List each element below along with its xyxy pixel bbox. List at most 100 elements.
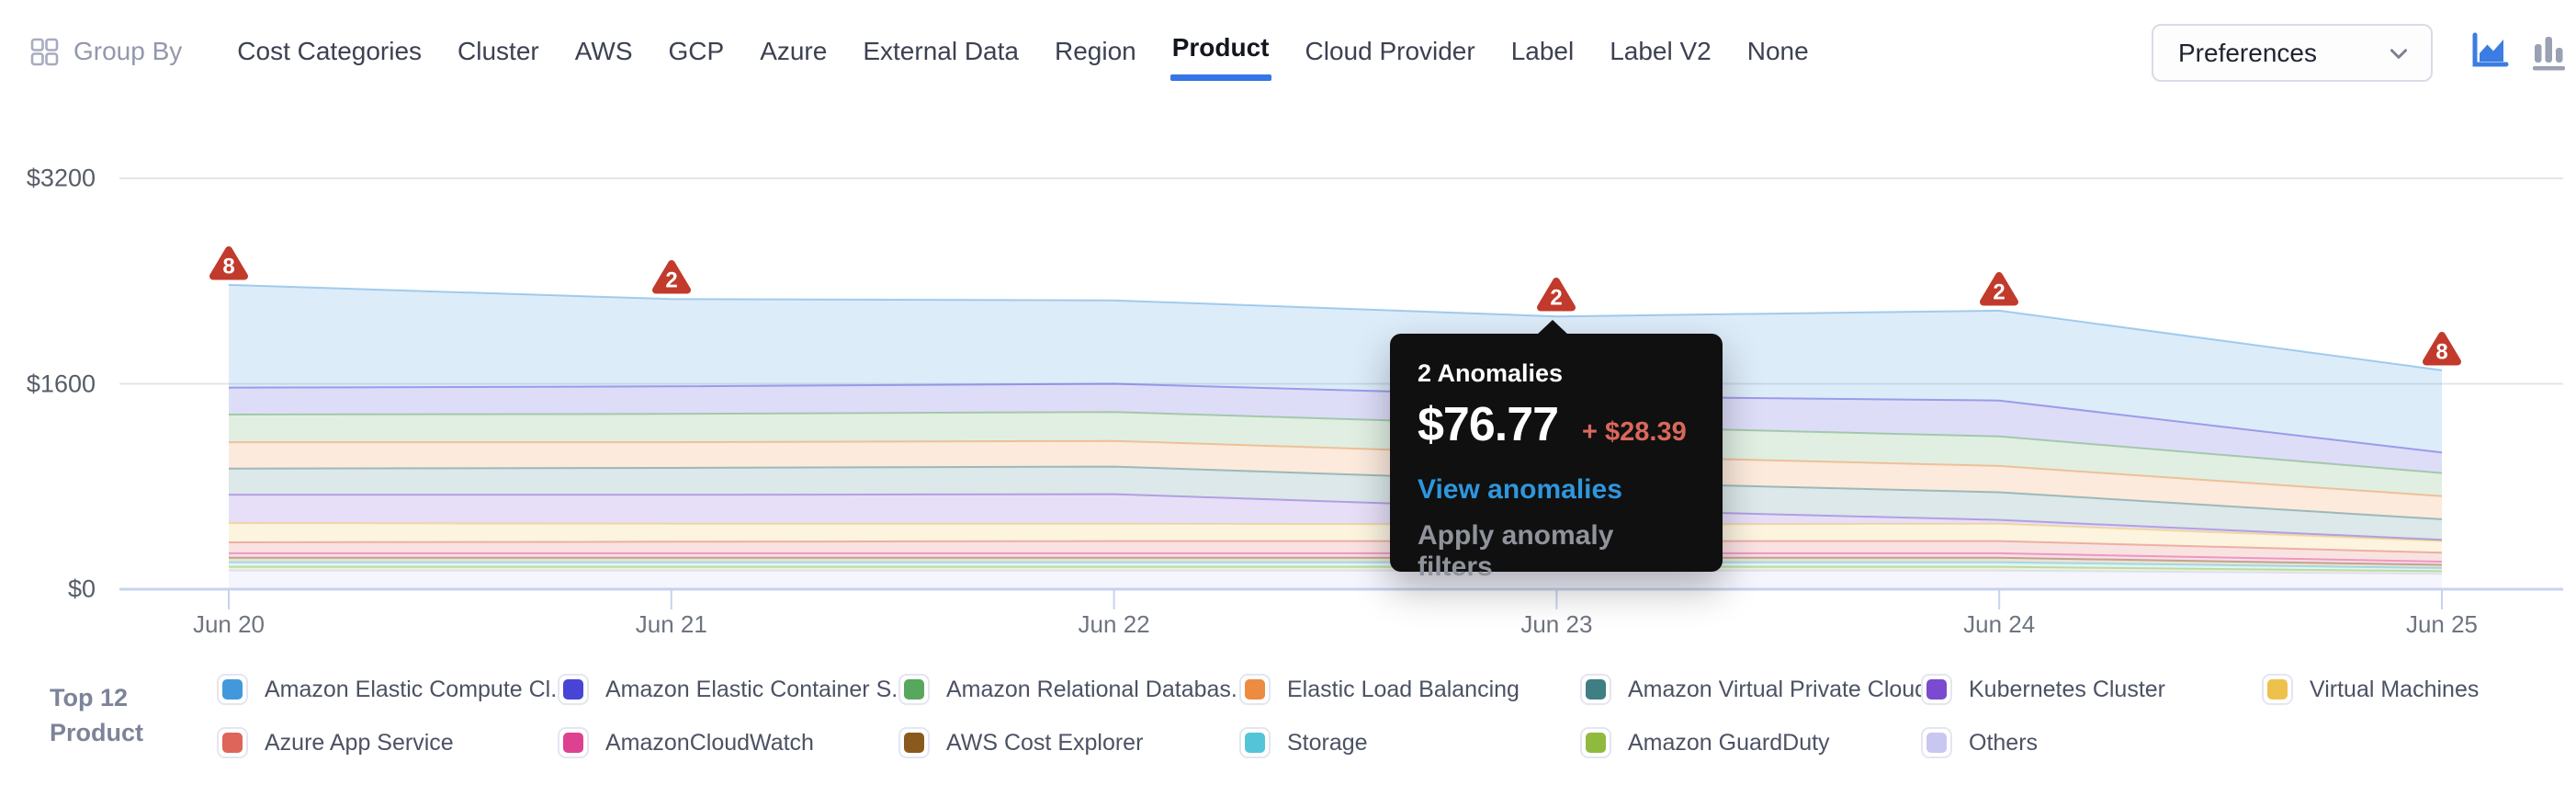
chart-type-toggles <box>2468 29 2569 72</box>
legend-item[interactable]: Amazon Relational Databas... <box>898 667 1250 711</box>
legend-swatch <box>1926 733 1947 753</box>
group-by-tab-azure[interactable]: Azure <box>760 37 828 65</box>
y-axis-label: $3200 <box>26 164 96 192</box>
legend-swatch-ring <box>1239 727 1271 758</box>
legend-title-line1: Top 12 <box>50 684 129 711</box>
x-axis-label: Jun 24 <box>1963 610 2036 638</box>
legend-item[interactable]: Azure App Service <box>217 721 558 765</box>
preferences-label: Preferences <box>2178 38 2317 67</box>
legend-item[interactable]: Storage <box>1239 721 1580 765</box>
warning-triangle-icon <box>1980 271 2019 306</box>
apply-anomaly-filters-button[interactable]: Apply anomaly filters <box>1418 520 1695 583</box>
legend-label: Virtual Machines <box>2310 676 2480 702</box>
anomaly-tooltip: 2 Anomalies $76.77 + $28.39 View anomali… <box>1390 320 1723 582</box>
legend-label: AWS Cost Explorer <box>946 729 1144 756</box>
group-by-tab-label-v2[interactable]: Label V2 <box>1610 37 1712 65</box>
anomaly-marker[interactable]: 8 <box>2422 330 2462 367</box>
anomaly-count: 2 <box>1994 279 2005 304</box>
legend-swatch <box>1245 733 1265 753</box>
legend-item[interactable]: Amazon Elastic Container S... <box>558 667 910 711</box>
legend-swatch-ring <box>898 727 930 758</box>
x-axis-label: Jun 25 <box>2405 610 2479 638</box>
chevron-down-icon <box>2390 48 2407 59</box>
area-chart-icon[interactable] <box>2468 29 2510 72</box>
grid-icon <box>30 38 59 65</box>
legend-swatch <box>1926 679 1947 700</box>
group-by: Group By <box>30 37 182 66</box>
anomaly-marker[interactable]: 8 <box>209 245 249 281</box>
legend-swatch <box>1586 733 1606 753</box>
preferences-select[interactable]: Preferences <box>2152 24 2433 82</box>
legend-item[interactable]: Amazon Elastic Compute Cl... <box>217 667 570 711</box>
anomaly-count: 2 <box>1551 286 1563 311</box>
legend-swatch-ring <box>558 674 589 705</box>
legend-item[interactable]: Kubernetes Cluster <box>1921 667 2262 711</box>
legend-swatch <box>1245 679 1265 700</box>
group-by-tab-cost-categories[interactable]: Cost Categories <box>237 37 423 65</box>
legend-item[interactable]: Others <box>1921 721 2262 765</box>
legend-swatch-ring <box>1921 727 1952 758</box>
anomaly-count: 2 <box>665 268 677 293</box>
legend-swatch <box>1586 679 1606 700</box>
group-by-tab-gcp[interactable]: GCP <box>668 37 725 65</box>
anomaly-marker[interactable]: 2 <box>1536 276 1576 313</box>
legend-swatch-ring <box>898 674 930 705</box>
anomaly-count: 8 <box>2435 339 2447 364</box>
bar-chart-icon[interactable] <box>2528 29 2569 72</box>
legend-swatch <box>563 733 583 753</box>
group-by-label: Group By <box>73 37 183 65</box>
group-by-tab-none[interactable]: None <box>1746 37 1809 65</box>
x-axis-label: Jun 21 <box>635 610 707 638</box>
legend-swatch-ring <box>1580 674 1611 705</box>
legend-item[interactable]: Amazon GuardDuty <box>1580 721 1921 765</box>
group-by-tab-cloud-provider[interactable]: Cloud Provider <box>1305 37 1475 65</box>
legend-swatch <box>904 733 924 753</box>
anomaly-count: 8 <box>222 254 234 279</box>
legend-label: Others <box>1969 729 2039 756</box>
warning-triangle-icon <box>651 260 691 294</box>
legend-item[interactable]: Virtual Machines <box>2262 667 2576 711</box>
anomaly-marker[interactable]: 2 <box>1979 270 2019 307</box>
view-anomalies-link[interactable]: View anomalies <box>1418 474 1622 505</box>
group-by-tabs: Cost Categories Cluster AWS GCP Azure Externa… <box>237 33 1809 81</box>
legend-item[interactable]: Elastic Load Balancing <box>1239 667 1580 711</box>
legend-swatch <box>222 679 243 700</box>
legend-swatch-ring <box>1921 674 1952 705</box>
legend-item[interactable]: Amazon Virtual Private Cloud <box>1580 667 1927 711</box>
legend-label: Azure App Service <box>265 729 454 756</box>
legend-label: Kubernetes Cluster <box>1969 676 2166 702</box>
x-axis-label: Jun 20 <box>192 610 266 638</box>
group-by-tab-region[interactable]: Region <box>1054 37 1136 65</box>
tooltip-delta: + $28.39 <box>1582 417 1687 447</box>
legend-swatch <box>222 733 243 753</box>
legend-item[interactable]: AmazonCloudWatch <box>558 721 898 765</box>
x-axis-label: Jun 22 <box>1078 610 1150 638</box>
legend-label: Amazon GuardDuty <box>1628 729 1830 756</box>
warning-triangle-icon <box>209 245 248 280</box>
legend-item[interactable]: AWS Cost Explorer <box>898 721 1239 765</box>
legend-swatch <box>563 679 583 700</box>
legend-label: Amazon Virtual Private Cloud <box>1628 676 1928 702</box>
legend-label: Amazon Elastic Compute Cl... <box>265 676 571 702</box>
y-axis-label: $0 <box>67 575 96 603</box>
legend-label: Storage <box>1287 729 1368 756</box>
legend-title: Top 12 Product <box>50 680 143 750</box>
legend-swatch-ring <box>217 674 248 705</box>
legend-swatch-ring <box>217 727 248 758</box>
x-axis-label: Jun 23 <box>1520 610 1593 638</box>
legend-swatch <box>2267 679 2288 700</box>
legend-label: Amazon Elastic Container S... <box>605 676 911 702</box>
tooltip-amount-row: $76.77 + $28.39 <box>1418 397 1695 452</box>
group-by-tab-external-data[interactable]: External Data <box>863 37 1019 65</box>
legend-title-line2: Product <box>50 719 144 746</box>
legend-swatch-ring <box>2262 674 2293 705</box>
group-by-tab-cluster[interactable]: Cluster <box>458 37 539 65</box>
anomaly-marker[interactable]: 2 <box>651 258 692 295</box>
group-by-tab-product[interactable]: Product <box>1169 33 1271 81</box>
group-by-tab-label[interactable]: Label <box>1510 37 1575 65</box>
legend-label: Amazon Relational Databas... <box>946 676 1250 702</box>
group-by-tab-aws[interactable]: AWS <box>574 37 633 65</box>
legend-swatch-ring <box>1239 674 1271 705</box>
tooltip-title: 2 Anomalies <box>1418 359 1564 387</box>
